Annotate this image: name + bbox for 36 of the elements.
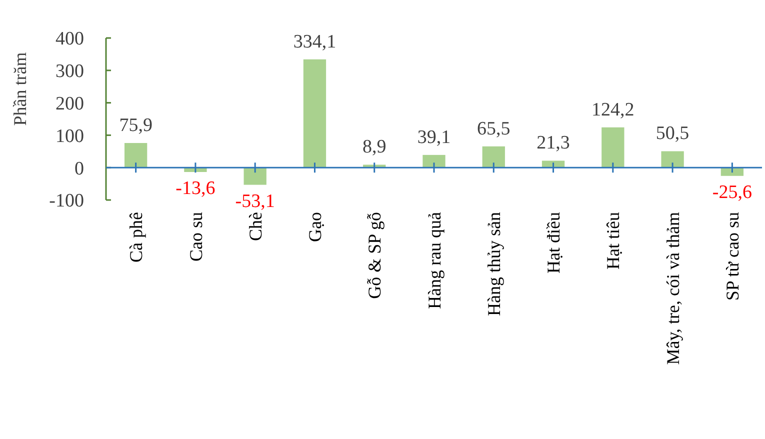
x-tick-label: Cà phê — [126, 212, 146, 262]
x-tick-label: SP từ cao su — [722, 212, 742, 301]
bar — [244, 168, 266, 185]
bar — [124, 143, 148, 168]
y-tick-label: 400 — [56, 28, 84, 50]
x-tick-label: Mây, tre, cói và thảm — [662, 212, 683, 365]
data-label: 75,9 — [119, 115, 152, 136]
x-tick-label: Gỗ & SP gỗ — [364, 212, 385, 299]
x-tick-label: Hạt tiêu — [603, 212, 624, 270]
bar — [482, 146, 505, 168]
y-axis-title: Phần trăm — [10, 52, 30, 126]
x-tick-label: Hàng rau quả — [424, 212, 444, 309]
x-tick-label: Cao su — [186, 212, 206, 262]
data-label: 8,9 — [362, 136, 386, 158]
y-tick-label: 100 — [56, 126, 84, 147]
x-tick-label: Hàng thủy sản — [484, 212, 504, 316]
data-label: -53,1 — [235, 190, 275, 212]
x-tick-label: Hạt điều — [544, 212, 564, 274]
data-label: 39,1 — [417, 126, 451, 148]
bar — [602, 127, 624, 168]
y-tick-label: 300 — [56, 61, 84, 82]
data-label: 334,1 — [293, 31, 336, 52]
y-tick-label: -100 — [49, 190, 84, 212]
data-label: -13,6 — [176, 178, 216, 200]
bar — [422, 154, 446, 168]
data-label: 21,3 — [536, 132, 570, 154]
y-tick-label: 0 — [74, 158, 84, 180]
bar — [661, 151, 684, 168]
data-label: 65,5 — [477, 118, 510, 140]
data-label: -25,6 — [712, 182, 752, 203]
x-tick-label: Gạo — [305, 212, 326, 242]
data-label: 124,2 — [592, 99, 634, 120]
data-label: 50,5 — [656, 123, 690, 144]
bar — [303, 59, 326, 168]
x-tick-label: Chè — [245, 212, 266, 241]
y-tick-label: 200 — [56, 93, 84, 114]
